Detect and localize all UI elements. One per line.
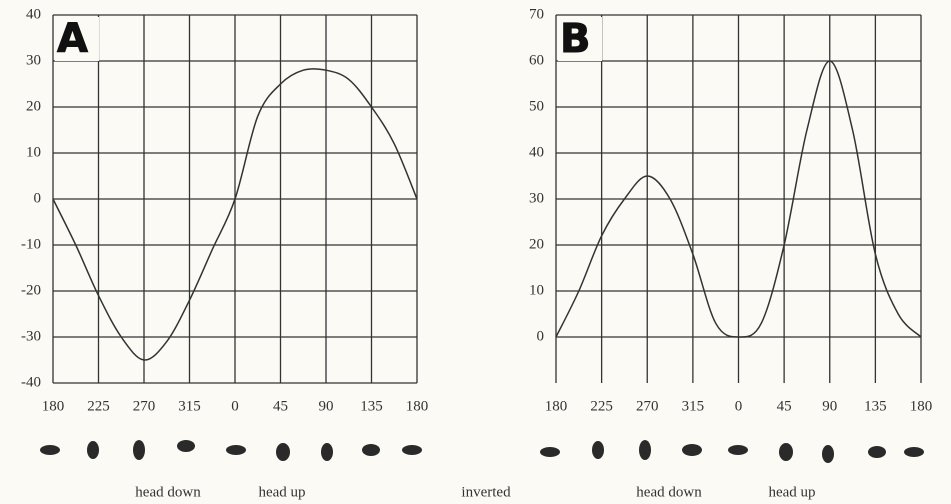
- y-tick-label: 70: [529, 6, 544, 22]
- y-tick-label: 60: [529, 52, 544, 68]
- orientation-label: head up: [258, 484, 305, 500]
- orientation-label: head down: [135, 484, 201, 500]
- x-tick-label: 135: [360, 398, 383, 414]
- x-tick-label: 45: [777, 398, 792, 414]
- x-tick-label: 135: [864, 398, 887, 414]
- y-tick-label: 50: [529, 98, 544, 114]
- fish-icon-row: [40, 440, 924, 463]
- x-tick-label: 90: [319, 398, 334, 414]
- x-tick-label: 315: [178, 398, 201, 414]
- orientation-label: head down: [636, 484, 702, 500]
- y-tick-label: 40: [529, 144, 544, 160]
- y-tick-label: 20: [529, 236, 544, 252]
- panel-label: B: [560, 16, 591, 62]
- y-tick-label: 30: [26, 52, 41, 68]
- y-tick-label: -40: [21, 374, 41, 390]
- y-tick-label: -10: [21, 236, 41, 252]
- x-tick-label: 45: [273, 398, 288, 414]
- y-tick-label: -30: [21, 328, 41, 344]
- x-tick-label: 270: [133, 398, 156, 414]
- x-tick-label: 180: [406, 398, 429, 414]
- y-tick-label: 0: [537, 328, 545, 344]
- orientation-label: inverted: [461, 484, 511, 500]
- y-tick-label: -20: [21, 282, 41, 298]
- y-tick-label: 20: [26, 98, 41, 114]
- x-tick-label: 225: [590, 398, 613, 414]
- x-tick-label: 180: [42, 398, 65, 414]
- panel-label: A: [57, 16, 88, 62]
- x-tick-label: 315: [682, 398, 705, 414]
- x-tick-label: 0: [735, 398, 743, 414]
- y-tick-label: 40: [26, 6, 41, 22]
- x-tick-label: 90: [822, 398, 837, 414]
- orientation-label: head up: [768, 484, 815, 500]
- x-tick-label: 225: [87, 398, 110, 414]
- x-tick-label: 270: [636, 398, 659, 414]
- fish-icons: [40, 440, 924, 463]
- y-tick-label: 0: [34, 190, 42, 206]
- y-tick-label: 30: [529, 190, 544, 206]
- y-tick-label: 10: [26, 144, 41, 160]
- figure: head down head up inverted head down hea…: [0, 0, 951, 504]
- x-tick-label: 180: [545, 398, 568, 414]
- x-tick-label: 180: [910, 398, 933, 414]
- x-tick-label: 0: [231, 398, 239, 414]
- y-tick-label: 10: [529, 282, 544, 298]
